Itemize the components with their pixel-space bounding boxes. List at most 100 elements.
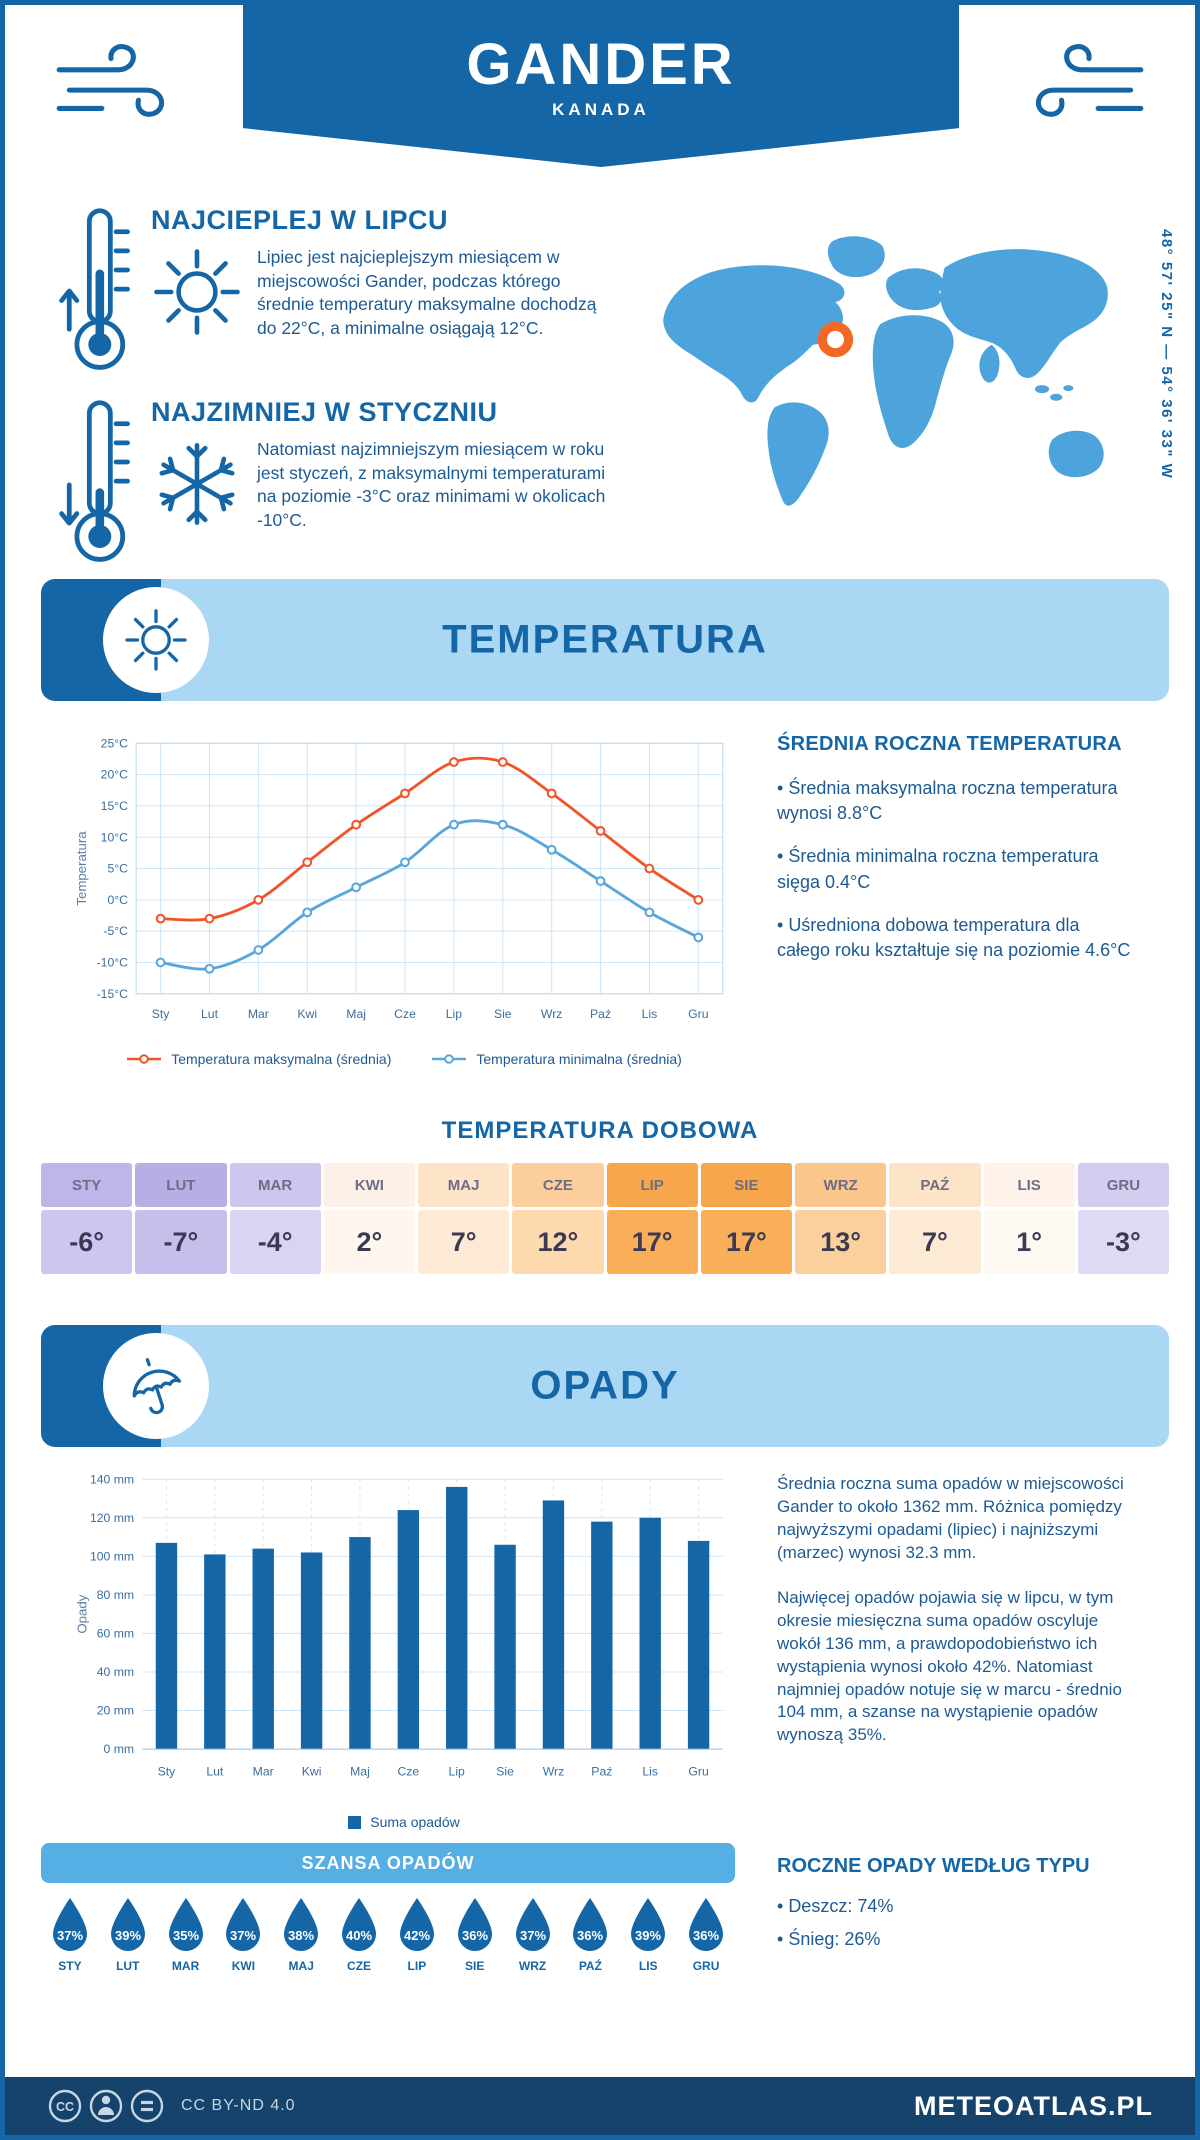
- svg-text:-10°C: -10°C: [97, 956, 129, 970]
- svg-text:CC: CC: [56, 2100, 74, 2114]
- svg-text:Kwi: Kwi: [302, 1765, 322, 1779]
- daily-temp-cell: MAJ 7°: [418, 1163, 510, 1274]
- svg-text:Cze: Cze: [397, 1765, 419, 1779]
- precipitation-type: ROCZNE OPADY WEDŁUG TYPU Deszcz: 74% Śni…: [777, 1855, 1135, 1962]
- daily-temp-cell: CZE 12°: [512, 1163, 604, 1274]
- svg-text:140 mm: 140 mm: [90, 1472, 134, 1486]
- precipitation-paragraph: Najwięcej opadów pojawia się w lipcu, w …: [777, 1587, 1122, 1745]
- svg-text:-15°C: -15°C: [97, 987, 129, 1001]
- creative-commons-icons: CC: [48, 2089, 164, 2123]
- svg-text:Lis: Lis: [642, 1007, 658, 1021]
- chance-month-label: PAŹ: [578, 1959, 602, 1973]
- chance-month-label: WRZ: [518, 1959, 547, 1973]
- precipitation-paragraph: Średnia roczna suma opadów w miejscowośc…: [777, 1474, 1124, 1562]
- temperature-bullet: Średnia maksymalna roczna temperatura wy…: [777, 776, 1135, 826]
- raindrop-icon: 39%: [631, 1898, 666, 1951]
- daily-temp-cell: PAŹ 7°: [889, 1163, 981, 1274]
- svg-text:Paź: Paź: [591, 1765, 612, 1779]
- chance-month-label: LIS: [638, 1959, 658, 1973]
- svg-text:36%: 36%: [693, 1928, 719, 1943]
- raindrop-icon: 35%: [168, 1898, 203, 1951]
- umbrella-icon: [132, 1357, 182, 1415]
- warmest-text: Lipiec jest najcieplejszym miesiącem w m…: [257, 247, 597, 338]
- svg-text:Lut: Lut: [201, 1007, 219, 1021]
- daily-temp-cell: SIE 17°: [700, 1163, 792, 1274]
- svg-text:0°C: 0°C: [107, 893, 128, 907]
- svg-text:39%: 39%: [115, 1928, 141, 1943]
- legend-item: Suma opadów: [348, 1814, 460, 1830]
- daily-temp-value: 2°: [323, 1210, 415, 1274]
- coldest-text: Natomiast najzimniejszym miesiącem w rok…: [257, 439, 606, 530]
- precipitation-type-item: Śnieg: 26%: [777, 1929, 1135, 1950]
- svg-text:37%: 37%: [230, 1928, 256, 1943]
- svg-text:40 mm: 40 mm: [97, 1665, 134, 1679]
- chance-month-label: MAR: [171, 1959, 200, 1973]
- svg-text:Sie: Sie: [496, 1765, 514, 1779]
- svg-text:Paź: Paź: [590, 1007, 611, 1021]
- daily-month-label: CZE: [512, 1163, 604, 1207]
- svg-text:36%: 36%: [462, 1928, 488, 1943]
- temperature-summary: ŚREDNIA ROCZNA TEMPERATURA Średnia maksy…: [777, 733, 1135, 981]
- temperature-banner: TEMPERATURA: [41, 579, 1169, 701]
- sun-icon: [154, 249, 240, 335]
- precipitation-bar-chart: Opady 0 mm 20 mm 40 mm 60 mm 80 mm 100 mm 120 m…: [74, 1472, 723, 1779]
- world-map: [663, 236, 1108, 506]
- precipitation-legend: Suma opadów: [73, 1814, 735, 1830]
- sun-icon: [125, 609, 187, 671]
- precip-chance-item: 36% PAŹ: [561, 1895, 619, 1973]
- svg-text:Sty: Sty: [158, 1765, 177, 1779]
- svg-text:40%: 40%: [346, 1928, 372, 1943]
- raindrop-icon: 36%: [457, 1898, 492, 1951]
- warmest-month-block: NAJCIEPLEJ W LIPCU Lipiec jest najcieple…: [57, 205, 627, 377]
- snowflake-icon: [151, 438, 243, 530]
- svg-text:Wrz: Wrz: [541, 1007, 563, 1021]
- precipitation-type-heading: ROCZNE OPADY WEDŁUG TYPU: [777, 1855, 1090, 1877]
- chance-month-label: KWI: [231, 1959, 256, 1973]
- svg-text:Maj: Maj: [346, 1007, 366, 1021]
- daily-temp-value: 17°: [606, 1210, 698, 1274]
- daily-temp-value: 7°: [418, 1210, 510, 1274]
- precip-chance-heading: SZANSA OPADÓW: [41, 1843, 735, 1883]
- daily-temp-cell: LIP 17°: [606, 1163, 698, 1274]
- daily-month-label: MAR: [229, 1163, 321, 1207]
- svg-text:100 mm: 100 mm: [90, 1549, 134, 1563]
- precipitation-summary: Średnia roczna suma opadów w miejscowośc…: [777, 1473, 1135, 1769]
- daily-temp-value: -3°: [1077, 1210, 1169, 1274]
- wind-icon: [56, 44, 165, 117]
- temperature-chart: Temperatura 25°C 20°C 15°C 10°C 5°C 0°C -5°C -10…: [73, 729, 735, 1067]
- temperature-line-chart: Temperatura 25°C 20°C 15°C 10°C 5°C 0°C -5°C -10…: [74, 736, 724, 1021]
- precip-chance-item: 40% CZE: [330, 1895, 388, 1973]
- daily-month-label: LUT: [135, 1163, 227, 1207]
- daily-temp-cell: MAR -4°: [229, 1163, 321, 1274]
- raindrop-icon: 39%: [110, 1898, 145, 1951]
- svg-text:Lip: Lip: [449, 1765, 466, 1779]
- precipitation-type-item: Deszcz: 74%: [777, 1896, 1135, 1917]
- coldest-month-block: NAJZIMNIEJ W STYCZNIU N: [57, 397, 627, 569]
- legend-item: Temperatura minimalna (średnia): [431, 1051, 682, 1067]
- daily-temp-cell: GRU -3°: [1077, 1163, 1169, 1274]
- precip-chance-item: 36% GRU: [677, 1895, 735, 1973]
- thermometer-down-icon: [59, 400, 130, 562]
- daily-month-label: LIP: [606, 1163, 698, 1207]
- precip-chance-item: 39% LIS: [619, 1895, 677, 1973]
- daily-month-label: STY: [41, 1163, 133, 1207]
- svg-text:Mar: Mar: [248, 1007, 269, 1021]
- svg-text:60 mm: 60 mm: [97, 1627, 134, 1641]
- raindrop-icon: 36%: [689, 1898, 724, 1951]
- daily-temp-value: 13°: [795, 1210, 887, 1274]
- precip-chance-item: 35% MAR: [157, 1895, 215, 1973]
- daily-month-label: SIE: [700, 1163, 792, 1207]
- temperature-legend: Temperatura maksymalna (średnia) Temperat…: [73, 1051, 735, 1067]
- svg-text:10°C: 10°C: [101, 830, 128, 844]
- svg-text:Lut: Lut: [206, 1765, 224, 1779]
- daily-temp-value: -7°: [135, 1210, 227, 1274]
- daily-month-label: MAJ: [418, 1163, 510, 1207]
- daily-temp-cell: KWI 2°: [323, 1163, 415, 1274]
- chance-month-label: LIP: [407, 1959, 427, 1973]
- daily-temp-table: STY -6° LUT -7° MAR -4° KWI 2° MAJ 7° CZE 12° LIP 17°…: [41, 1163, 1169, 1274]
- country-name: KANADA: [552, 100, 650, 119]
- temperature-bullet: Średnia minimalna roczna temperatura się…: [777, 844, 1135, 894]
- svg-text:Wrz: Wrz: [543, 1765, 565, 1779]
- temperature-bullet: Uśredniona dobowa temperatura dla całego…: [777, 913, 1135, 963]
